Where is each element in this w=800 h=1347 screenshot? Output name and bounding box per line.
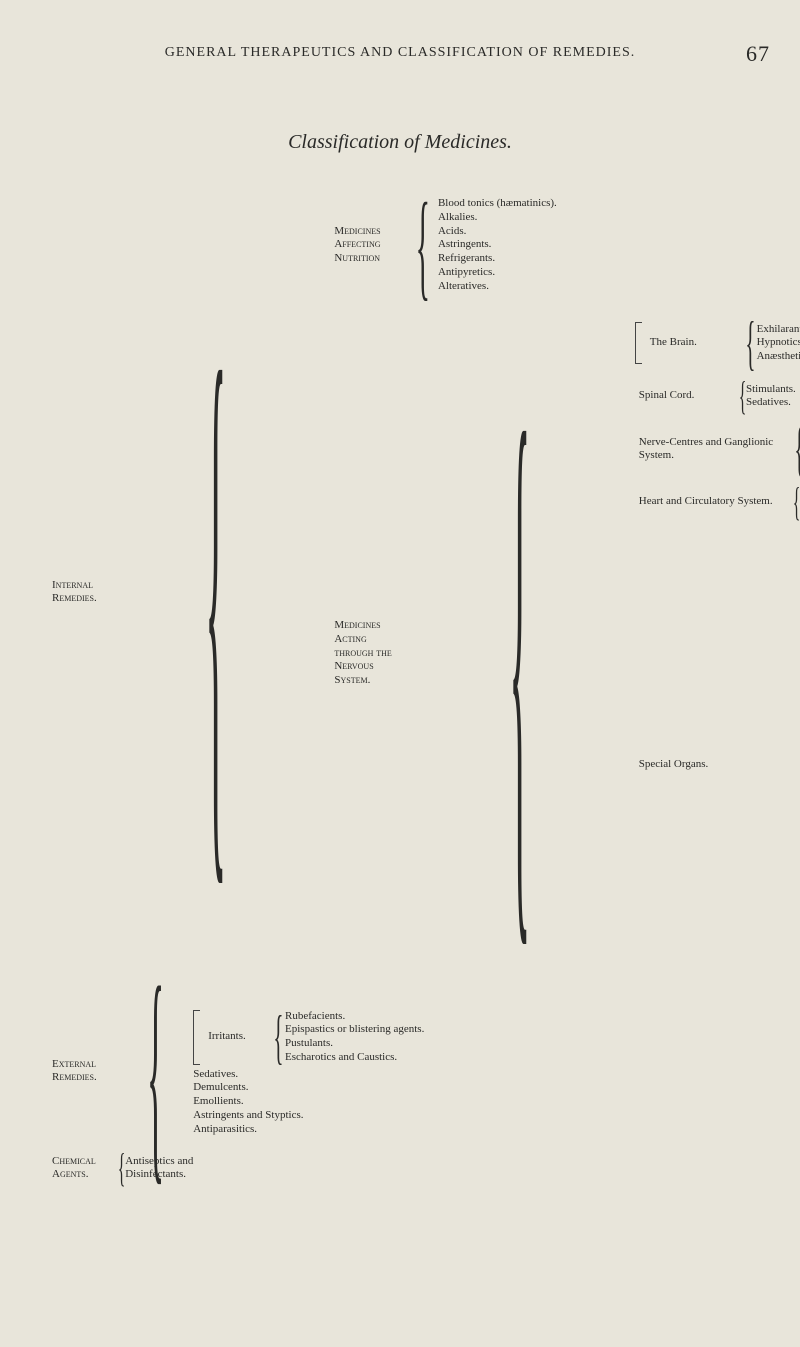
list-item: Astringents and Styptics. (193, 1109, 424, 1123)
brace-icon: { (416, 209, 430, 281)
list-item: Sedatives. (746, 396, 796, 410)
list-item: Rubefacients. (285, 1010, 424, 1024)
list-item: Demulcents. (193, 1081, 424, 1095)
chemical-agents-label: Chemical Agents. (48, 1155, 118, 1183)
list-item: Sedatives. (193, 1068, 424, 1082)
list-item: Hypnotics and Anodynes. (757, 336, 800, 350)
brace-icon: { (739, 380, 747, 412)
bracket-icon (193, 1010, 200, 1065)
list-item: Emollients. (193, 1095, 424, 1109)
special-organs-label: Special Organs. (635, 758, 726, 772)
list-item: Escharotics and Caustics. (285, 1051, 424, 1065)
list-item: Antiparasitics. (193, 1123, 424, 1137)
list-item: Pustulants. (285, 1037, 424, 1051)
list-item: Epispastics or blistering agents. (285, 1023, 424, 1037)
brace-icon: { (118, 1152, 126, 1184)
nutrition-label: Medicines Affecting Nutrition (330, 225, 408, 266)
external-list: Sedatives. Demulcents. Emollients. Astri… (193, 1068, 424, 1137)
irritants-label: Irritants. (204, 1030, 272, 1044)
list-item: Antipyretics. (438, 266, 557, 280)
brain-label: The Brain. (646, 336, 744, 350)
internal-remedies-label: Internal Remedies. (48, 579, 101, 607)
brace-icon: { (510, 520, 531, 787)
nerve-centres-label: Nerve-Centres and Ganglionic System. (635, 436, 793, 464)
list-item: Anæsthetics. (757, 350, 800, 364)
brace-icon: { (794, 428, 800, 470)
nutrition-list: Blood tonics (hæmatinics). Alkalies. Aci… (438, 197, 557, 293)
brace-icon: { (205, 459, 226, 726)
list-item: Acids. (438, 225, 557, 239)
brace-icon: { (793, 486, 800, 518)
external-remedies-label: External Remedies. (48, 1058, 118, 1086)
page-number: 67 (746, 41, 770, 67)
list-item: Astringents. (438, 238, 557, 252)
list-item: Alteratives. (438, 280, 557, 294)
nervous-label: Medicines Acting through the Nervous Sys… (330, 619, 405, 688)
list-item: Blood tonics (hæmatinics). (438, 197, 557, 211)
page-title: Classification of Medicines. (30, 131, 770, 154)
running-head: GENERAL THERAPEUTICS AND CLASSIFICATION … (30, 45, 770, 61)
heart-label: Heart and Circulatory System. (635, 495, 793, 509)
brace-icon: { (147, 1011, 164, 1131)
spinal-label: Spinal Cord. (635, 389, 739, 403)
brace-icon: { (745, 322, 755, 364)
classification-tree: Internal Remedies. { Medicines Affecting… (48, 194, 770, 1184)
list-item: Alkalies. (438, 211, 557, 225)
brace-icon: { (274, 1016, 284, 1058)
list-item: Refrigerants. (438, 252, 557, 266)
header-text: GENERAL THERAPEUTICS AND CLASSIFICATION … (165, 45, 635, 60)
page: GENERAL THERAPEUTICS AND CLASSIFICATION … (0, 0, 800, 1347)
list-item: Exhilarants. (757, 323, 800, 337)
bracket-icon (635, 322, 642, 364)
list-item: Stimulants. (746, 383, 796, 397)
